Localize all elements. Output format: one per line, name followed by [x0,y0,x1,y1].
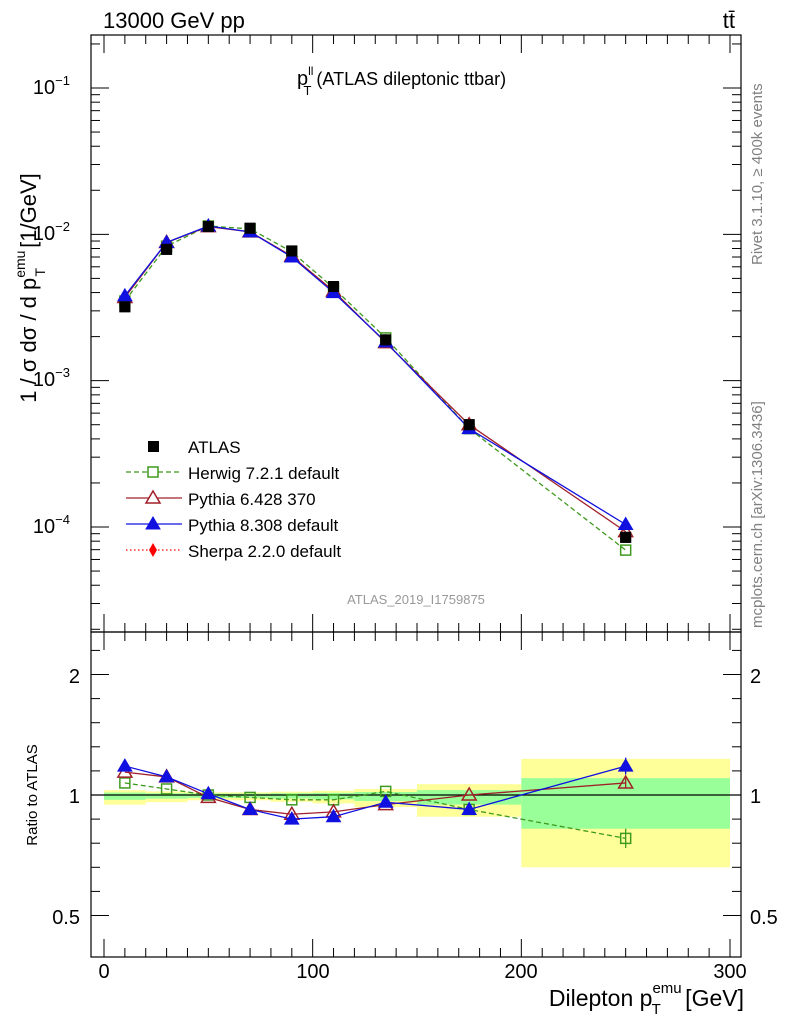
ratio-ytick-labels: 2 1 0.5 2 1 0.5 [52,666,778,929]
xtick-labels: 0 100 200 300 [98,961,746,983]
ytick-label-1e-2: 10−2 [33,219,70,245]
legend-entry-herwig: Herwig 7.2.1 default [126,464,339,483]
process-label: tt̄ [723,8,735,33]
rivet-label: Rivet 3.1.10, ≥ 400k events [749,83,766,265]
ylabel-main: 1 / σ dσ / d p [16,278,41,403]
legend-label-atlas: ATLAS [188,438,241,457]
ratio-band-inner [104,792,146,800]
legend-marker-atlas [148,441,159,452]
legend-entry-atlas: ATLAS [148,438,241,457]
pythia-curve [124,225,627,533]
xaxis-label: Dilepton pemu T [GeV] [549,980,744,1018]
xlabel-sup: emu [652,980,681,997]
atlas-point-overlay [244,222,256,234]
atlas-point-overlay [328,281,340,293]
ratio-ylabel: Ratio to ATLAS [24,744,41,845]
ratio-ytick-2-left: 2 [69,666,80,688]
analysis-id: ATLAS_2019_I1759875 [347,592,485,607]
pythia-point [116,287,133,302]
mcplots-label: mcplots.cern.ch [arXiv:1306.3436] [749,401,766,628]
title-main: p [297,68,308,90]
atlas-point-overlay [161,243,173,255]
herwig-point [619,544,632,556]
legend-label-sherpa: Sherpa 2.2.0 default [188,542,341,561]
pythia-ratio-point [325,808,342,823]
pythia-ratio-point [242,801,258,815]
herwig-ratio-curve [124,782,626,840]
pythia-ratio-point [116,758,133,772]
top-panel-title: pll T (ATLAS dileptonic ttbar) [297,64,506,98]
ratio-series-group [116,757,634,849]
herwig-ratio-point [119,777,131,789]
legend-marker-sherpa [149,543,157,557]
ratio-band-inner [270,793,313,799]
atlas-point-overlay [286,245,298,257]
legend-entry-pythia6: Pythia 6.428 370 [126,489,316,509]
xtick-label-0: 0 [98,961,109,983]
herwig-ratio-point [160,783,173,795]
top-series-group [116,218,634,556]
energy-label: 13000 GeV pp [103,8,245,33]
ratio-band-inner [417,790,522,805]
pythia-point [617,516,634,531]
legend-entry-sherpa: Sherpa 2.2.0 default [126,542,341,561]
legend-entry-pythia8: Pythia 8.308 default [126,516,339,535]
atlas-point-overlay [380,334,392,346]
legend-marker-pythia6 [144,489,162,504]
xtick-label-200: 200 [504,961,537,983]
ytick-label-1e-3: 10−3 [33,365,70,391]
ytick-label-1e-4: 10−4 [33,512,70,538]
title-sup: ll [308,64,313,78]
atlas-point-overlay [202,221,214,233]
ratio-ytick-05-right: 0.5 [750,907,778,929]
top-ytick-labels: 10−1 10−2 10−3 10−4 [33,73,70,538]
pythia-ratio-point [617,774,634,789]
ylabel-unit: [1/GeV] [16,173,41,254]
pythia-ratio-point [283,811,300,825]
ratio-ytick-1-left: 1 [69,786,80,808]
xtick-label-100: 100 [296,961,329,983]
pythia-ratio-point [377,794,394,808]
pythia-ratio-point [200,785,217,800]
legend-label-pythia6: Pythia 6.428 370 [188,490,316,509]
xlabel-unit: [GeV] [679,985,744,1011]
axis-ticks [91,35,741,957]
top-ylabel: 1 / σ dσ / d pemu T [1/GeV] [12,173,48,403]
title-rest: (ATLAS dileptonic ttbar) [311,69,506,89]
ylabel-sub: T [32,268,48,277]
herwig-ratio-point [286,794,298,806]
legend-label-herwig: Herwig 7.2.1 default [188,464,339,483]
ratio-ytick-05-left: 0.5 [52,907,80,929]
pythia-ratio-point [617,758,634,772]
legend: ATLAS Herwig 7.2.1 default Pythia 6.428 … [126,438,341,561]
ytick-label-1e-1: 10−1 [33,73,70,99]
xlabel-main: Dilepton p [549,985,653,1011]
ratio-ytick-1-right: 1 [750,786,761,808]
xlabel-sub: T [652,1001,661,1018]
ylabel-sup: emu [12,251,28,278]
atlas-point-overlay [620,531,632,543]
pythia-ratio-point [461,801,478,815]
xtick-label-300: 300 [713,961,746,983]
pythia-ratio-point [158,768,175,783]
ratio-band-inner [312,792,355,800]
legend-marker-pythia8 [145,516,161,530]
ratio-band-inner [145,793,188,799]
title-sub: T [303,83,311,98]
ratio-uncertainty-bands [104,758,730,868]
atlas-point-overlay [119,301,131,313]
legend-marker-herwig [147,466,159,478]
pythia-ratio-point [460,786,478,801]
herwig-ratio-point [619,832,632,845]
legend-label-pythia8: Pythia 8.308 default [188,516,339,535]
atlas-point-overlay [463,419,475,431]
ratio-ytick-2-right: 2 [750,666,761,688]
ratio-band-inner [229,793,271,798]
